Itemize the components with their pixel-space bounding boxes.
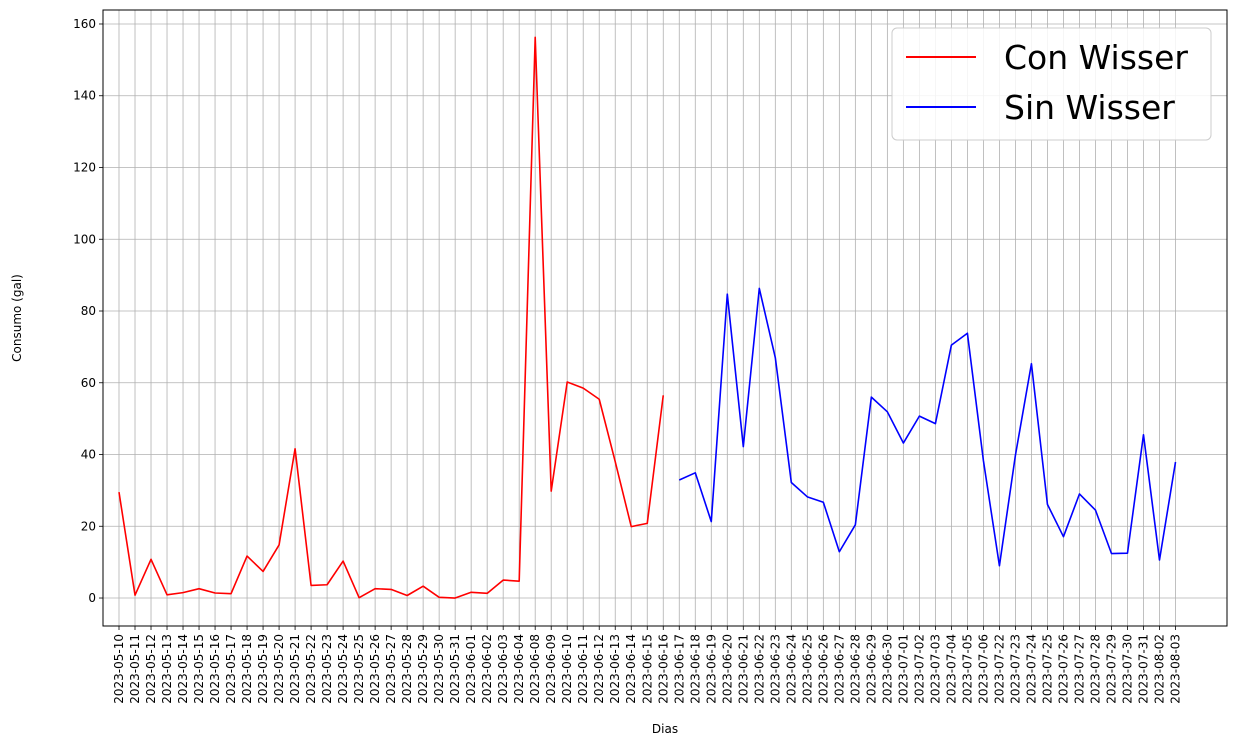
x-tick-label: 2023-05-20 xyxy=(272,634,286,704)
x-tick-label: 2023-05-22 xyxy=(304,634,318,704)
x-tick-label: 2023-06-08 xyxy=(528,634,542,704)
x-tick-label: 2023-07-23 xyxy=(1008,634,1022,704)
x-tick-label: 2023-05-27 xyxy=(384,634,398,704)
x-axis-label: Dias xyxy=(652,722,678,736)
x-tick-label: 2023-06-15 xyxy=(640,634,654,704)
x-tick-label: 2023-08-03 xyxy=(1169,634,1183,704)
x-tick-label: 2023-06-26 xyxy=(816,634,830,704)
y-tick-label: 140 xyxy=(73,89,96,103)
x-tick-label: 2023-07-30 xyxy=(1120,634,1134,704)
x-tick-label: 2023-06-02 xyxy=(480,634,494,704)
y-tick-label: 160 xyxy=(73,17,96,31)
x-tick-label: 2023-06-09 xyxy=(544,634,558,704)
x-tick-label: 2023-05-17 xyxy=(224,634,238,704)
x-tick-label: 2023-06-21 xyxy=(736,634,750,704)
y-axis: 0 20 40 60 80 100 120 140 160 xyxy=(73,17,103,605)
y-axis-label: Consumo (gal) xyxy=(10,274,24,362)
x-tick-label: 2023-05-23 xyxy=(320,634,334,704)
x-tick-label: 2023-08-02 xyxy=(1152,634,1166,704)
x-tick-label: 2023-07-06 xyxy=(976,634,990,704)
series-lines xyxy=(118,36,1177,599)
legend-label-0: Con Wisser xyxy=(1004,38,1188,77)
x-axis: 2023-05-10 2023-05-11 2023-05-12 2023-05-13… xyxy=(112,626,1183,704)
x-tick-label: 2023-07-25 xyxy=(1040,634,1054,704)
x-tick-label: 2023-07-29 xyxy=(1104,634,1118,704)
x-tick-label: 2023-06-24 xyxy=(784,634,798,704)
x-tick-label: 2023-07-03 xyxy=(928,634,942,704)
x-tick-label: 2023-05-14 xyxy=(176,634,190,704)
x-tick-label: 2023-07-01 xyxy=(896,634,910,704)
x-tick-label: 2023-07-04 xyxy=(944,634,958,704)
x-tick-label: 2023-05-13 xyxy=(160,634,174,704)
x-tick-label: 2023-06-12 xyxy=(592,634,606,704)
legend-label-1: Sin Wisser xyxy=(1004,88,1175,127)
x-tick-label: 2023-06-17 xyxy=(672,634,686,704)
x-tick-label: 2023-06-27 xyxy=(832,634,846,704)
series-line-1 xyxy=(678,287,1177,567)
y-tick-label: 60 xyxy=(81,376,96,390)
x-tick-label: 2023-06-28 xyxy=(848,634,862,704)
x-tick-label: 2023-07-28 xyxy=(1088,634,1102,704)
x-tick-label: 2023-07-26 xyxy=(1056,634,1070,704)
x-tick-label: 2023-06-01 xyxy=(464,634,478,704)
x-tick-label: 2023-07-31 xyxy=(1136,634,1150,704)
x-tick-label: 2023-05-15 xyxy=(192,634,206,704)
x-tick-label: 2023-06-11 xyxy=(576,634,590,704)
x-tick-label: 2023-06-22 xyxy=(752,634,766,704)
x-tick-label: 2023-06-14 xyxy=(624,634,638,704)
x-tick-label: 2023-07-24 xyxy=(1024,634,1038,704)
x-tick-label: 2023-06-30 xyxy=(880,634,894,704)
y-tick-label: 0 xyxy=(88,591,96,605)
x-tick-label: 2023-06-04 xyxy=(512,634,526,704)
y-tick-label: 120 xyxy=(73,160,96,174)
y-tick-label: 80 xyxy=(81,304,96,318)
x-tick-label: 2023-05-19 xyxy=(256,634,270,704)
plot-frame xyxy=(102,9,1228,627)
x-tick-label: 2023-06-20 xyxy=(720,634,734,704)
x-tick-label: 2023-06-19 xyxy=(704,634,718,704)
x-tick-label: 2023-05-30 xyxy=(432,634,446,704)
x-tick-label: 2023-07-05 xyxy=(960,634,974,704)
x-tick-label: 2023-05-25 xyxy=(352,634,366,704)
x-tick-label: 2023-06-13 xyxy=(608,634,622,704)
x-tick-label: 2023-07-02 xyxy=(912,634,926,704)
x-tick-label: 2023-07-27 xyxy=(1072,634,1086,704)
x-tick-label: 2023-06-23 xyxy=(768,634,782,704)
x-tick-label: 2023-05-29 xyxy=(416,634,430,704)
x-tick-label: 2023-05-31 xyxy=(448,634,462,704)
x-tick-label: 2023-05-12 xyxy=(144,634,158,704)
x-tick-label: 2023-06-16 xyxy=(656,634,670,704)
x-tick-label: 2023-05-26 xyxy=(368,634,382,704)
x-tick-label: 2023-06-18 xyxy=(688,634,702,704)
series-line-0 xyxy=(118,36,665,599)
y-tick-label: 20 xyxy=(81,519,96,533)
x-tick-label: 2023-05-11 xyxy=(128,634,142,704)
x-tick-label: 2023-05-28 xyxy=(400,634,414,704)
x-tick-label: 2023-05-16 xyxy=(208,634,222,704)
x-tick-label: 2023-05-18 xyxy=(240,634,254,704)
legend: Con Wisser Sin Wisser xyxy=(891,27,1212,141)
x-tick-label: 2023-06-29 xyxy=(864,634,878,704)
x-tick-label: 2023-05-24 xyxy=(336,634,350,704)
x-tick-label: 2023-06-10 xyxy=(560,634,574,704)
x-tick-label: 2023-05-10 xyxy=(112,634,126,704)
x-tick-label: 2023-06-03 xyxy=(496,634,510,704)
x-tick-label: 2023-06-25 xyxy=(800,634,814,704)
x-tick-label: 2023-05-21 xyxy=(288,634,302,704)
x-tick-label: 2023-07-22 xyxy=(992,634,1006,704)
y-tick-label: 100 xyxy=(73,232,96,246)
y-tick-label: 40 xyxy=(81,448,96,462)
